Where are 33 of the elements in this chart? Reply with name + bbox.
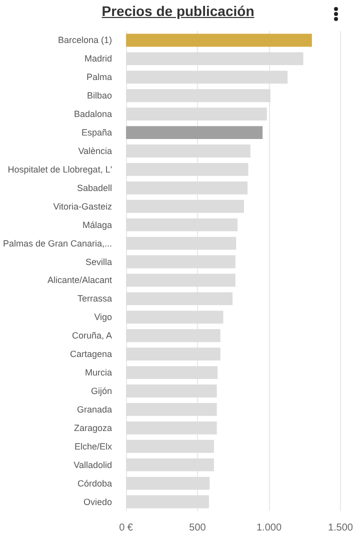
x-tick-label: 0 € xyxy=(119,522,134,534)
y-tick-label: Málaga xyxy=(82,220,112,230)
y-tick-label: Palmas de Gran Canaria,... xyxy=(2,238,112,248)
y-tick-label: Hospitalet de Llobregat, L' xyxy=(8,164,112,174)
y-tick-label: Palma xyxy=(86,72,112,82)
bar xyxy=(126,126,263,139)
y-tick-label: Vigo xyxy=(94,312,112,322)
y-tick-label: Sabadell xyxy=(77,182,112,193)
y-tick-label: Madrid xyxy=(84,54,112,64)
y-tick-label: Alicante/Alacant xyxy=(48,275,113,286)
y-tick-label: Barcelona (1) xyxy=(58,35,112,46)
y-tick-label: Murcia xyxy=(85,368,112,378)
y-tick-label: Bilbao xyxy=(87,90,112,101)
x-tick-label: 1.000 xyxy=(256,522,282,534)
bar xyxy=(126,34,312,47)
y-tick-label: Oviedo xyxy=(84,496,112,507)
y-tick-label: Terrassa xyxy=(78,294,112,304)
chart-title: Precios de publicación xyxy=(100,3,256,19)
y-tick-label: Granada xyxy=(77,404,112,414)
y-tick-label: España xyxy=(82,128,112,138)
y-tick-label: Gijón xyxy=(91,386,112,396)
y-tick-label: Sevilla xyxy=(86,256,112,267)
x-tick-label: 1.500 xyxy=(328,522,354,534)
y-tick-label: Valladolid xyxy=(74,460,112,470)
y-tick-label: Vitoria-Gasteiz xyxy=(53,201,113,212)
y-tick-label: Coruña, A xyxy=(72,330,112,341)
x-tick-label: 500 xyxy=(189,522,206,534)
y-tick-label: Córdoba xyxy=(78,478,112,488)
y-tick-label: València xyxy=(78,146,112,156)
y-tick-label: Cartagena xyxy=(70,349,112,360)
y-tick-label: Elche/Elx xyxy=(74,441,113,452)
y-tick-label: Zaragoza xyxy=(74,422,112,433)
y-tick-label: Badalona xyxy=(74,109,112,120)
